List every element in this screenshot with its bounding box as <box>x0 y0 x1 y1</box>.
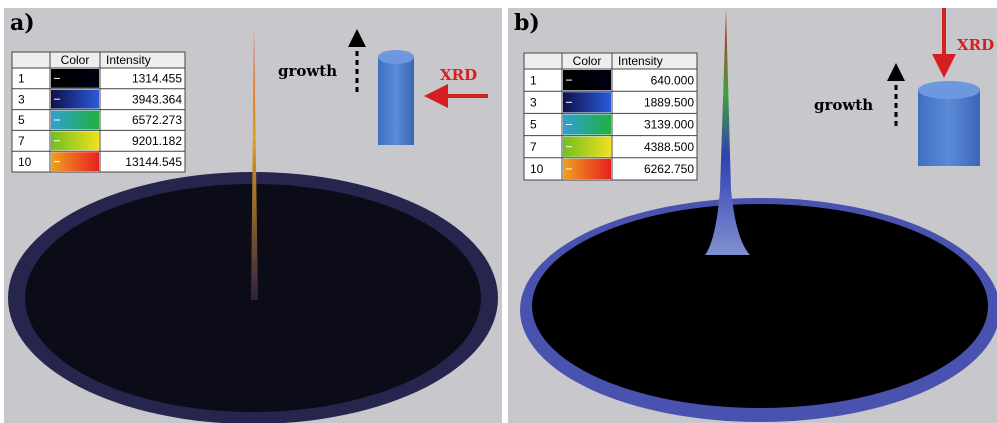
intensity-value: 1314.455 <box>132 72 182 86</box>
row-index: 7 <box>18 134 25 148</box>
header-cell: Color <box>61 53 90 67</box>
panel-label: b) <box>514 10 540 36</box>
color-swatch <box>563 92 611 113</box>
crystal <box>918 90 980 166</box>
intensity-value: 6572.273 <box>132 113 182 127</box>
header-cell: Intensity <box>618 54 663 68</box>
intensity-value: 3943.364 <box>132 92 182 106</box>
row-index: 1 <box>18 72 25 86</box>
header-bg <box>523 52 698 70</box>
row-index: 1 <box>530 73 537 87</box>
xrd-label: XRD <box>957 36 994 54</box>
color-swatch <box>51 69 99 88</box>
color-swatch <box>563 70 611 91</box>
row-index: 7 <box>530 140 537 154</box>
row-index: 3 <box>530 95 537 109</box>
row-index: 10 <box>530 162 544 176</box>
peak <box>251 28 258 300</box>
color-swatch <box>51 152 99 171</box>
row-index: 10 <box>18 155 32 169</box>
crystal <box>378 57 414 145</box>
intensity-value: 4388.500 <box>644 140 694 154</box>
row-index: 3 <box>18 92 25 106</box>
header-bg <box>11 51 186 69</box>
color-swatch <box>563 158 611 179</box>
intensity-value: 9201.182 <box>132 134 182 148</box>
color-swatch <box>563 136 611 157</box>
growth-label: growth <box>278 62 337 80</box>
row-index: 5 <box>530 118 537 132</box>
color-swatch <box>51 110 99 130</box>
xrd-label: XRD <box>440 66 477 84</box>
header-cell: Intensity <box>106 53 151 67</box>
header-cell: Color <box>573 54 602 68</box>
intensity-value: 13144.545 <box>125 155 182 169</box>
intensity-value: 6262.750 <box>644 162 694 176</box>
intensity-value: 640.000 <box>651 73 695 87</box>
color-swatch <box>51 89 99 109</box>
row-index: 5 <box>18 113 25 127</box>
intensity-value: 3139.000 <box>644 118 694 132</box>
color-swatch <box>51 131 99 151</box>
panel-a: a) Color Intensity 1 1314.455 3 3943.364 5 6572… <box>4 8 502 423</box>
intensity-value: 1889.500 <box>644 95 694 109</box>
peak <box>705 8 750 255</box>
panel-label: a) <box>10 10 35 36</box>
growth-label: growth <box>814 96 873 114</box>
legend-table: Color Intensity 1 1314.455 3 3943.364 5 6572.27… <box>11 51 186 173</box>
panel-b: b) Color Intensity 1 640.000 3 1889.500 5 3139.… <box>508 8 997 423</box>
legend-table: Color Intensity 1 640.000 3 1889.500 5 3139.000… <box>523 52 698 181</box>
color-swatch <box>563 114 611 135</box>
